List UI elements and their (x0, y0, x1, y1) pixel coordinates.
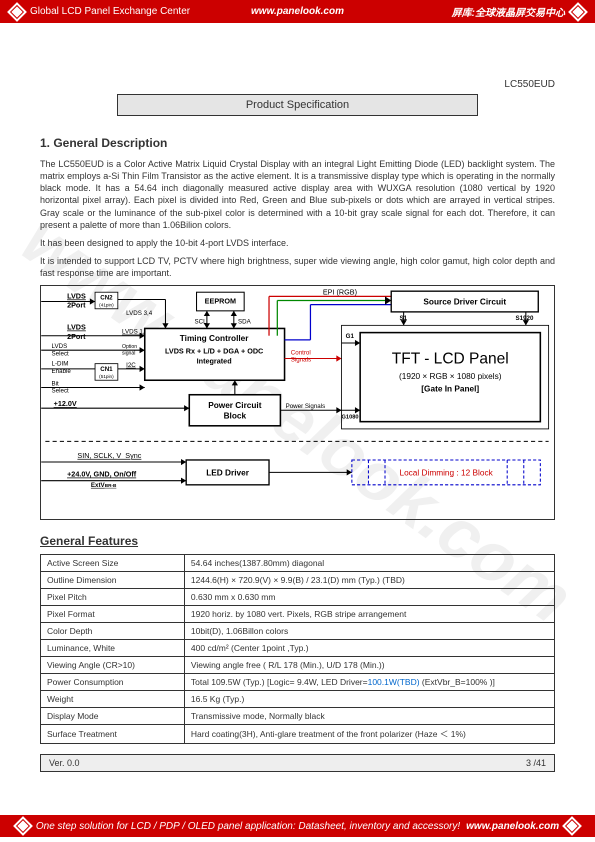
paragraph: It has been designed to apply the 10-bit… (40, 237, 555, 249)
svg-text:Bit: Bit (52, 381, 60, 388)
svg-text:CN2: CN2 (100, 295, 113, 302)
svg-text:(1920 × RGB × 1080 pixels): (1920 × RGB × 1080 pixels) (399, 372, 502, 381)
table-row: Viewing Angle (CR>10)Viewing angle free … (41, 657, 555, 674)
svg-text:SCL: SCL (194, 319, 207, 326)
diamond-icon (7, 2, 27, 22)
version-row: Ver. 0.0 3 /41 (40, 754, 555, 772)
section-title: 1. General Description (40, 136, 555, 150)
svg-text:L-DIM: L-DIM (52, 361, 69, 368)
table-row: Weight16.5 Kg (Typ.) (41, 691, 555, 708)
footer-bar: One step solution for LCD / PDP / OLED p… (0, 815, 595, 837)
svg-text:[Gate In Panel]: [Gate In Panel] (421, 385, 479, 394)
svg-text:SIN, SCLK, V_Sync: SIN, SCLK, V_Sync (77, 451, 141, 460)
block-diagram: CN2 (41pin) LVDS 2Port LVDS 2Port LVDSSe… (40, 285, 555, 520)
svg-text:I2C: I2C (126, 362, 136, 369)
svg-text:Block: Block (224, 412, 247, 421)
svg-text:Integrated: Integrated (197, 357, 232, 366)
table-row: Pixel Format1920 horiz. by 1080 vert. Pi… (41, 606, 555, 623)
svg-text:LVDS: LVDS (67, 323, 86, 332)
paragraph: It is intended to support LCD TV, PCTV w… (40, 255, 555, 279)
svg-text:2Port: 2Port (67, 332, 86, 341)
svg-text:+12.0V: +12.0V (54, 399, 77, 408)
diamond-icon (568, 2, 588, 22)
svg-text:Timing Controller: Timing Controller (180, 334, 250, 343)
svg-text:Select: Select (52, 351, 70, 358)
svg-text:G1080: G1080 (342, 415, 359, 421)
svg-text:CN1: CN1 (100, 366, 113, 373)
diamond-icon (13, 816, 33, 836)
svg-text:signal: signal (122, 351, 135, 357)
header-left: Global LCD Panel Exchange Center (30, 6, 190, 17)
diamond-icon (562, 816, 582, 836)
spec-header: Product Specification (117, 94, 478, 116)
svg-text:ExtVBR-B: ExtVBR-B (91, 482, 117, 489)
svg-text:LVDS: LVDS (52, 343, 68, 350)
table-row: Color Depth10bit(D), 1.06Billon colors (41, 623, 555, 640)
svg-text:Power Signals: Power Signals (286, 403, 326, 410)
svg-text:Signals: Signals (291, 357, 311, 364)
svg-text:(51pin): (51pin) (99, 374, 114, 379)
svg-text:LVDS Rx + L/D + DGA + ODC: LVDS Rx + L/D + DGA + ODC (165, 347, 264, 356)
header-bar: Global LCD Panel Exchange Center www.pan… (0, 0, 595, 23)
svg-text:Select: Select (52, 388, 70, 395)
svg-text:(41pin): (41pin) (99, 303, 114, 308)
table-row: Surface TreatmentHard coating(3H), Anti-… (41, 725, 555, 744)
svg-text:EPI (RGB): EPI (RGB) (323, 288, 357, 297)
table-row: Pixel Pitch0.630 mm x 0.630 mm (41, 589, 555, 606)
svg-text:Option: Option (122, 344, 137, 350)
svg-text:Power Circuit: Power Circuit (208, 401, 262, 410)
product-id: LC550EUD (40, 79, 555, 90)
table-row: Luminance, White400 cd/m² (Center 1point… (41, 640, 555, 657)
features-table: Active Screen Size54.64 inches(1387.80mm… (40, 554, 555, 744)
table-row: Active Screen Size54.64 inches(1387.80mm… (41, 555, 555, 572)
table-row: Outline Dimension1244.6(H) × 720.9(V) × … (41, 572, 555, 589)
footer-text: One step solution for LCD / PDP / OLED p… (36, 821, 460, 832)
table-row: Display ModeTransmissive mode, Normally … (41, 708, 555, 725)
svg-text:Control: Control (291, 350, 311, 357)
svg-text:G1: G1 (346, 333, 355, 340)
svg-text:2Port: 2Port (67, 301, 86, 310)
features-title: General Features (40, 534, 555, 548)
svg-text:TFT - LCD Panel: TFT - LCD Panel (392, 351, 509, 368)
header-mid: www.panelook.com (202, 6, 394, 17)
svg-text:LVDS: LVDS (67, 292, 86, 301)
page-number: 3 /41 (526, 758, 546, 768)
header-right: 屏库:全球液晶屏交易中心 (452, 4, 565, 19)
svg-text:SDA: SDA (238, 319, 252, 326)
svg-text:EEPROM: EEPROM (205, 297, 236, 306)
svg-text:+24.0V, GND, On/Off: +24.0V, GND, On/Off (67, 470, 137, 479)
svg-text:LVDS 3,4: LVDS 3,4 (126, 310, 153, 317)
svg-text:Source Driver Circuit: Source Driver Circuit (423, 298, 506, 307)
table-row: Power ConsumptionTotal 109.5W (Typ.) [Lo… (41, 674, 555, 691)
version: Ver. 0.0 (49, 758, 80, 768)
footer-site: www.panelook.com (466, 821, 559, 832)
paragraph: The LC550EUD is a Color Active Matrix Li… (40, 158, 555, 231)
svg-text:LED Driver: LED Driver (206, 469, 250, 478)
svg-text:Local Dimming : 12 Block: Local Dimming : 12 Block (399, 469, 493, 478)
